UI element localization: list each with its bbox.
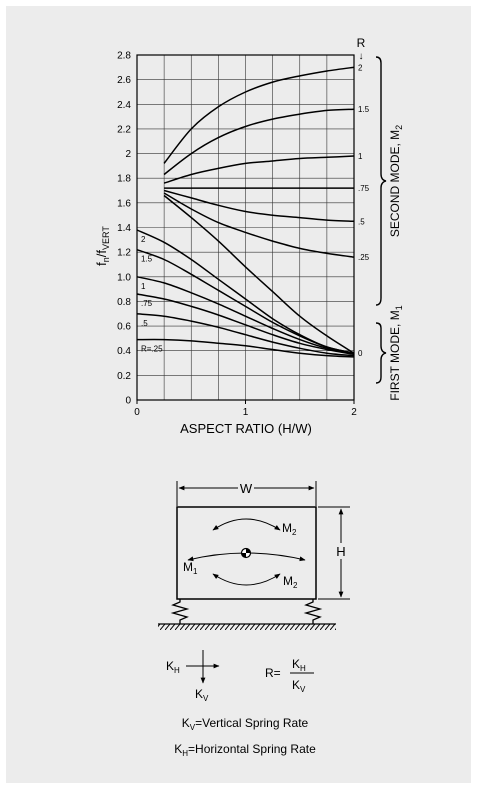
second-mode-line-r0 [163,194,355,354]
mode2-top-arc [212,518,281,531]
r-header: R [357,36,366,50]
y-tick-label: 1.6 [117,198,131,209]
mode-shape-diagram: W H M2 M1 M2 [158,480,350,758]
mode2-top-label: M2 [282,521,297,537]
width-label-bg [238,480,254,496]
figure-panel [6,6,471,783]
right-spring [303,599,323,624]
ground-hatch [158,624,336,630]
frequency-ratio-chart: 0 0.2 0.4 0.6 0.8 1.0 1.2 1.4 1.6 1.8 2 2.2 2.4 2.6 2.… [94,36,404,436]
first-mode-brace [375,322,387,384]
second-mode-label: SECOND MODE, M2 [388,125,404,237]
y-tick-label: 1.0 [117,272,131,283]
ratio-prefix: R= [265,666,281,680]
first-mode-line-r15 [136,248,355,354]
first-mode-r-label: 1 [141,282,146,291]
mode2-bottom-label: M2 [283,574,298,590]
y-tick-label: 2.6 [117,75,131,86]
mode2-bottom-arc [212,573,281,586]
x-tick-label: 0 [134,407,140,418]
first-mode-line-r75 [136,293,355,356]
left-spring [170,599,190,624]
first-mode-line-r5 [136,313,355,357]
second-mode-r-label: .75 [358,184,370,193]
second-mode-r-label: 0 [358,349,363,358]
second-mode-line-r2 [163,66,355,164]
first-mode-r-label: .5 [141,319,148,328]
y-tick-label: 1.8 [117,174,131,185]
y-tick-label: 2.4 [117,100,131,111]
first-mode-r-label: R=.25 [141,345,163,354]
kh-arrow-label: KH [166,659,180,675]
y-tick-label: 2.2 [117,124,131,135]
x-tick-labels: 0 1 2 [134,400,357,418]
first-mode-series: 2 1.5 1 .75 .5 R=.25 [136,229,355,358]
first-mode-r-label: .75 [141,299,153,308]
second-mode-line-r25 [163,192,355,258]
second-mode-r-label: 1 [358,152,363,161]
second-mode-r-label: 1.5 [358,105,370,114]
second-mode-series: 2 1.5 1 .75 .5 .25 0 [163,63,370,358]
y-tick-label: 0.8 [117,297,131,308]
first-mode-label: FIRST MODE, M1 [388,305,404,400]
ratio-numerator: KH [292,657,306,673]
kv-arrow-label: KV [195,687,209,703]
height-label: H [336,544,345,559]
y-tick-label: 0 [125,396,131,407]
y-tick-label: 2 [125,149,131,160]
y-axis-title: fn/fVERT [94,226,111,266]
second-mode-r-label: .25 [358,253,370,262]
second-mode-brace [375,56,387,306]
center-of-gravity-icon [240,547,252,559]
y-tick-label: 0.4 [117,346,131,357]
width-label: W [240,481,253,496]
y-tick-label: 0.2 [117,371,131,382]
x-axis-title: ASPECT RATIO (H/W) [180,421,312,436]
second-mode-r-label: 2 [358,63,363,72]
height-label-bg [332,543,350,559]
y-tick-label: 0.6 [117,322,131,333]
first-mode-r-label: 2 [141,235,146,244]
first-mode-line-rR25 [136,338,355,358]
y-tick-label: 1.4 [117,223,131,234]
first-mode-line-r1 [136,276,355,354]
second-mode-r-label: .5 [358,217,365,226]
first-mode-r-label: 1.5 [141,255,153,264]
second-mode-line-r15 [163,108,355,176]
second-mode-line-r5 [163,189,355,223]
y-tick-label: 2.8 [117,51,131,62]
legend-horizontal-spring-rate: KH=Horizontal Spring Rate [174,742,316,758]
r-arrow-icon: ↓ [359,51,364,62]
x-tick-label: 2 [351,407,357,418]
x-tick-label: 1 [243,407,249,418]
second-mode-line-r1 [163,155,355,184]
mode1-label: M1 [183,560,198,576]
legend-vertical-spring-rate: KV=Vertical Spring Rate [182,716,309,732]
ratio-denominator: KV [292,678,306,694]
y-tick-label: 1.2 [117,248,131,259]
y-tick-labels: 0 0.2 0.4 0.6 0.8 1.0 1.2 1.4 1.6 1.8 2 2.2 2.4 2.6 2.… [117,51,131,407]
